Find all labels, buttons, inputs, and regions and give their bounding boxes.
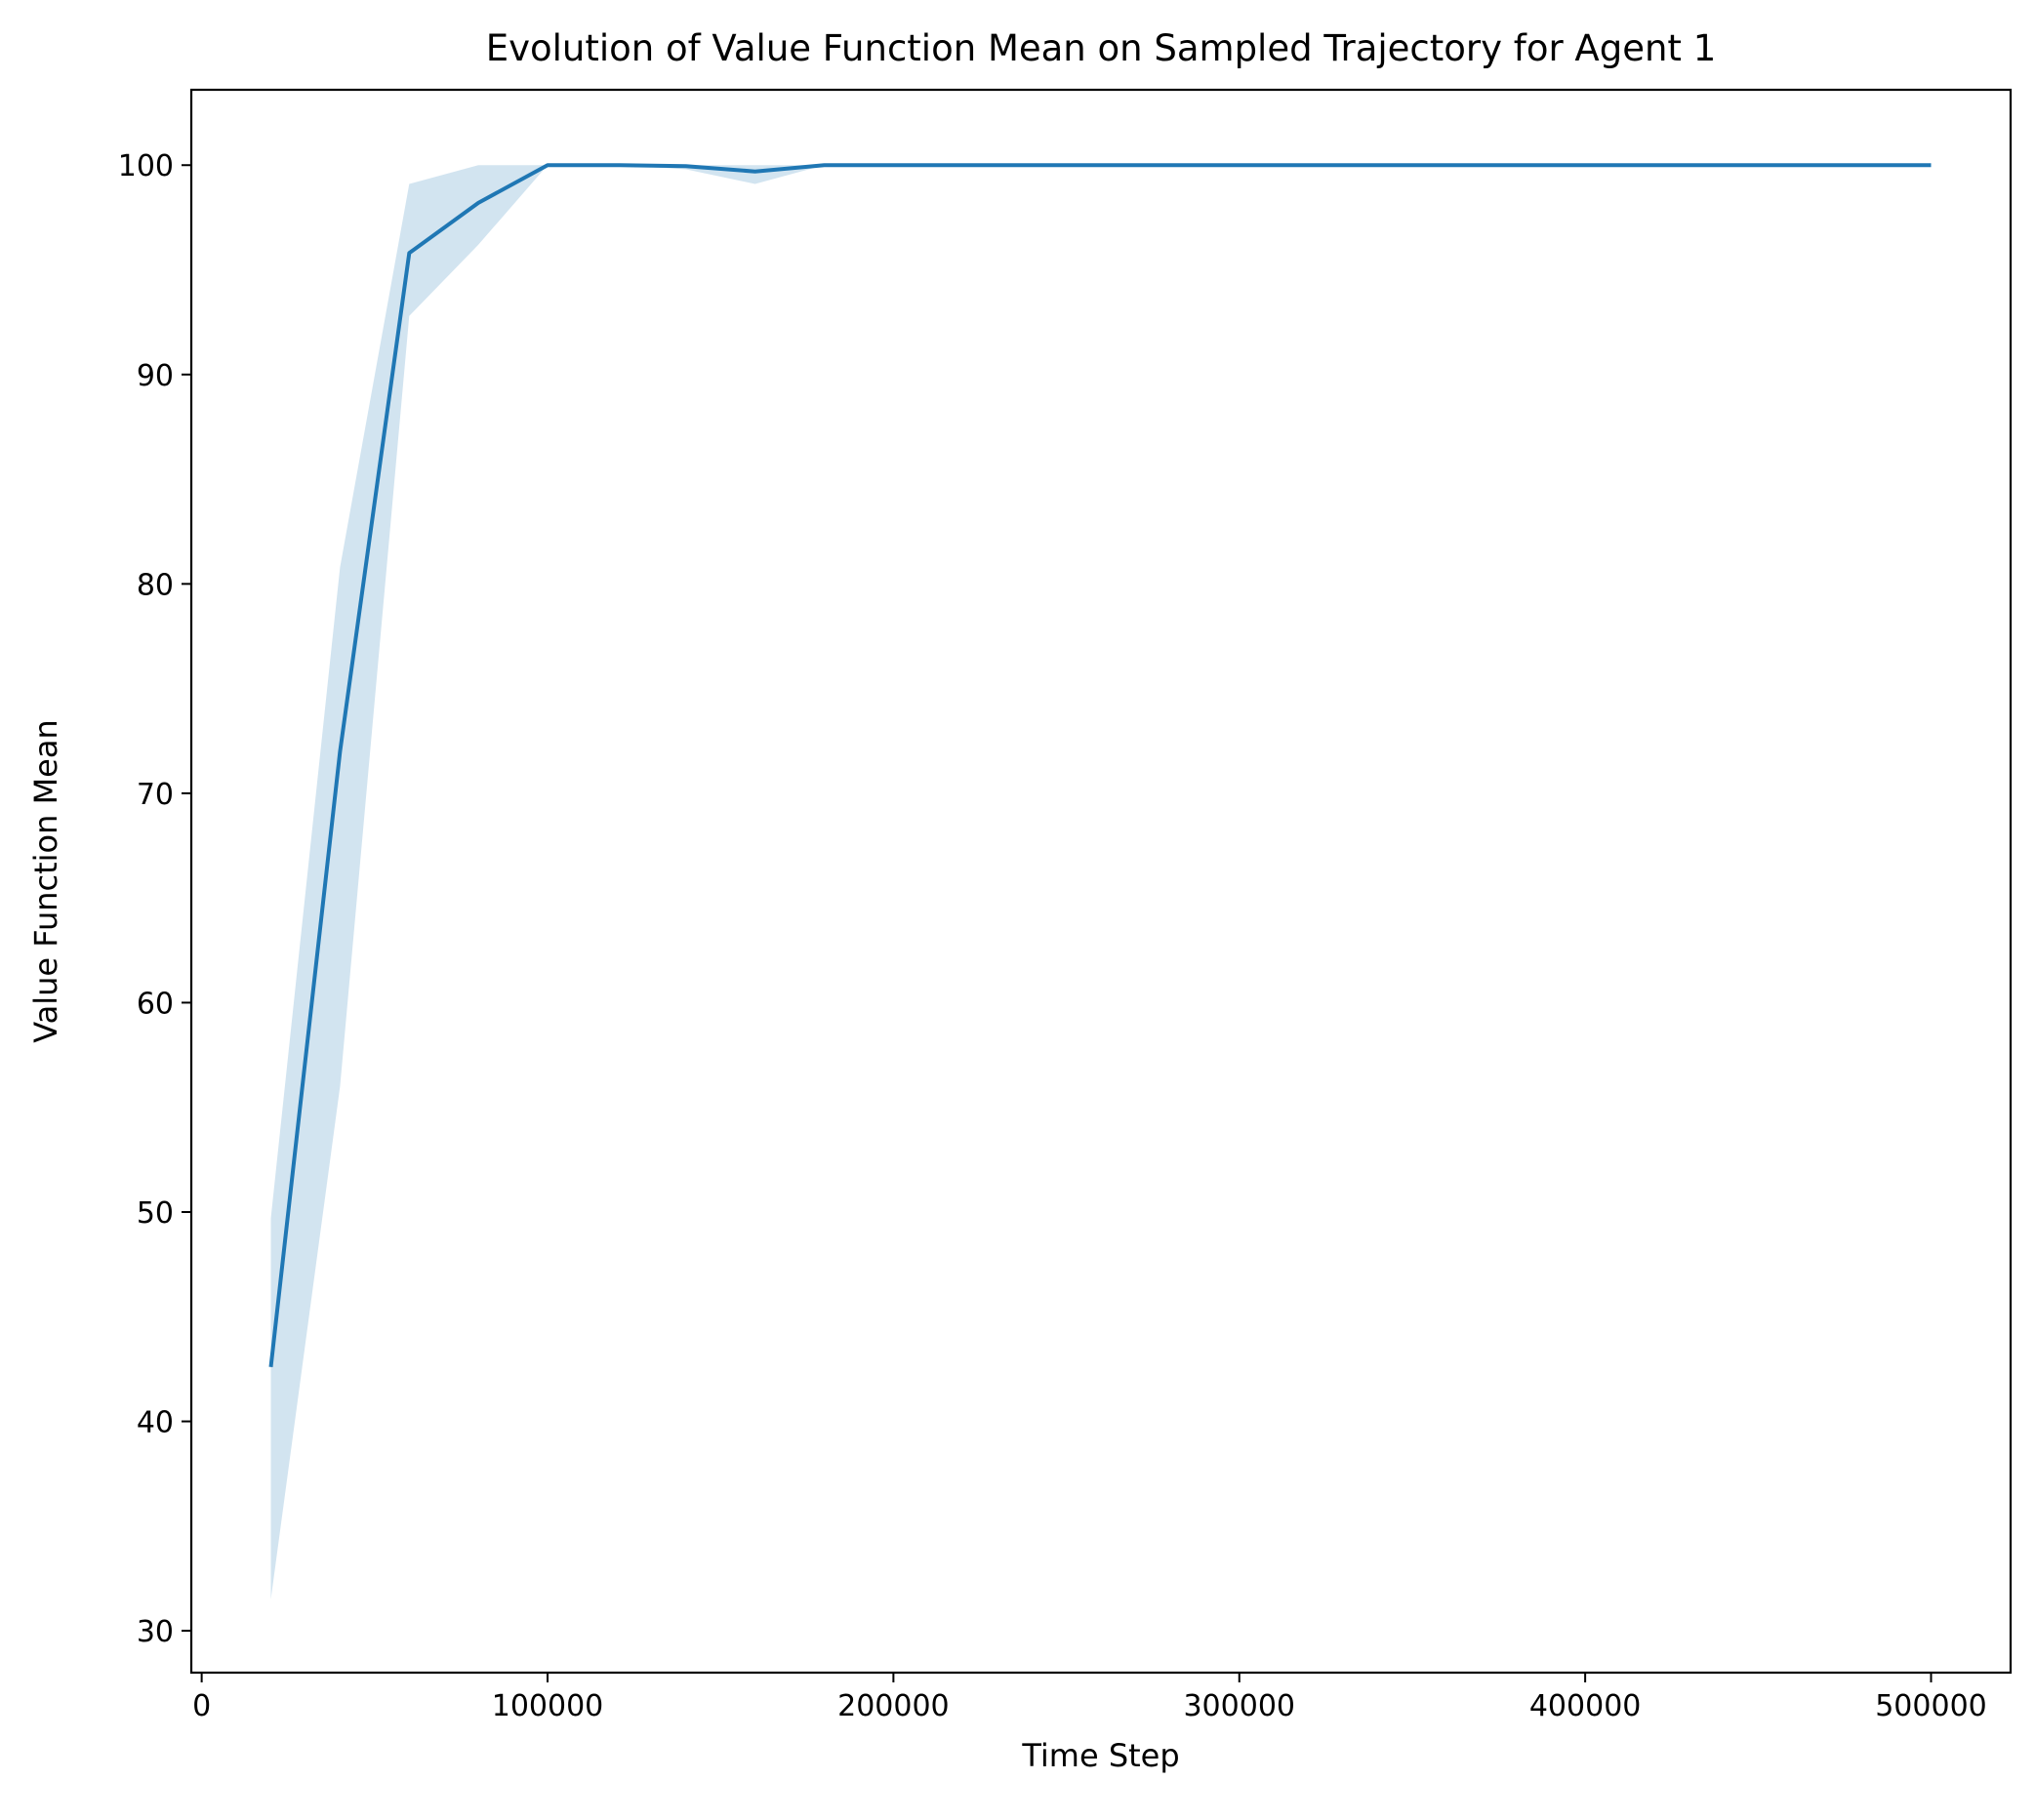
y-tick-label: 60 bbox=[137, 987, 174, 1021]
y-tick-label: 80 bbox=[137, 568, 174, 602]
y-tick-label: 50 bbox=[137, 1196, 174, 1231]
x-tick-label: 500000 bbox=[1875, 1689, 1987, 1723]
x-tick-label: 0 bbox=[192, 1689, 211, 1723]
y-tick-label: 70 bbox=[137, 778, 174, 812]
y-tick-label: 40 bbox=[137, 1406, 174, 1440]
x-axis: 0 100000 200000 300000 400000 500000 bbox=[192, 1673, 1987, 1723]
x-tick-label: 200000 bbox=[837, 1689, 950, 1723]
series-line bbox=[268, 163, 1932, 1368]
x-tick-label: 100000 bbox=[492, 1689, 604, 1723]
y-axis: 30 40 50 60 70 80 90 100 bbox=[118, 149, 191, 1649]
y-tick-label: 100 bbox=[118, 149, 174, 183]
x-tick-label: 300000 bbox=[1183, 1689, 1295, 1723]
x-tick-label: 400000 bbox=[1529, 1689, 1642, 1723]
plot-area bbox=[268, 163, 1932, 1599]
plot-frame bbox=[189, 88, 2013, 1675]
y-axis-label: Value Function Mean bbox=[27, 719, 64, 1043]
y-tick-label: 90 bbox=[137, 359, 174, 393]
y-tick-label: 30 bbox=[137, 1615, 174, 1649]
chart-title: Evolution of Value Function Mean on Samp… bbox=[486, 27, 1717, 69]
x-axis-label: Time Step bbox=[1021, 1737, 1179, 1774]
